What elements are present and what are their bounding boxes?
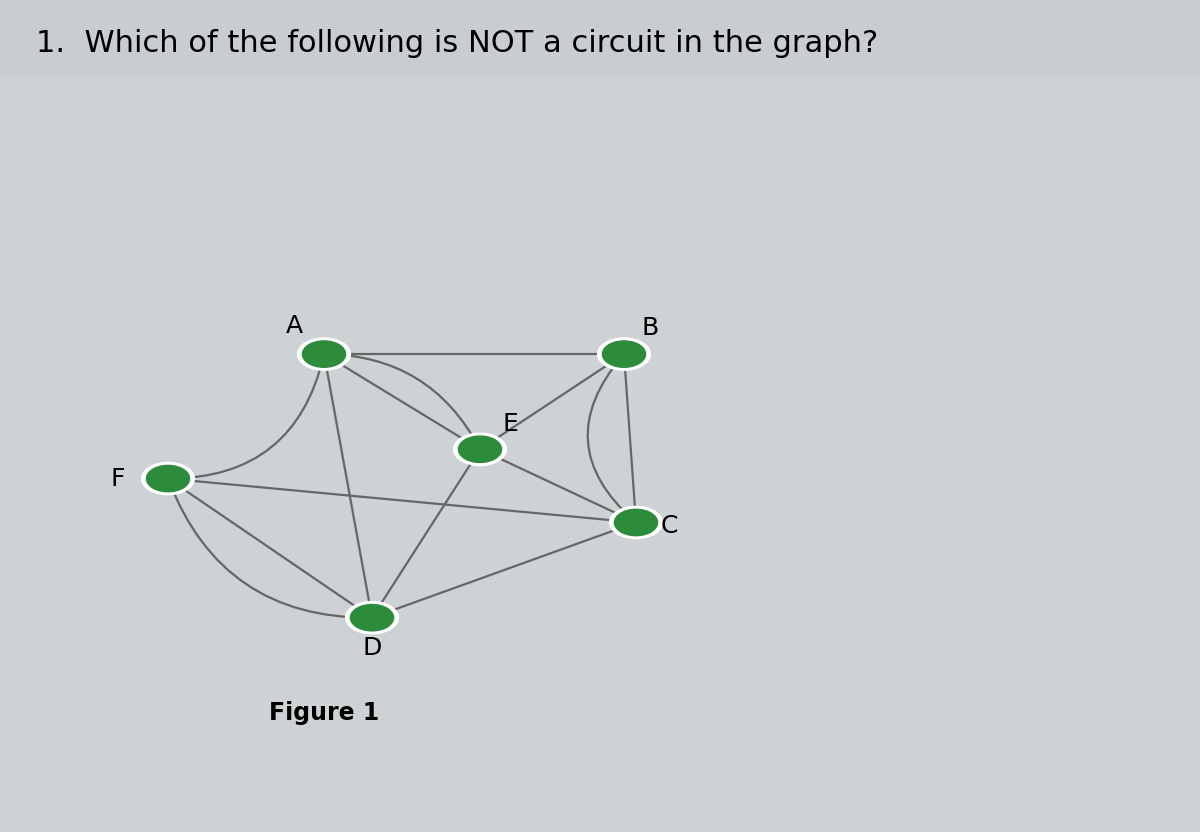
Circle shape bbox=[610, 507, 662, 538]
Circle shape bbox=[302, 341, 346, 367]
Circle shape bbox=[602, 341, 646, 367]
Circle shape bbox=[142, 463, 194, 495]
Circle shape bbox=[458, 436, 502, 463]
FancyArrowPatch shape bbox=[326, 354, 479, 447]
Text: Figure 1: Figure 1 bbox=[269, 701, 379, 725]
Circle shape bbox=[614, 509, 658, 536]
Circle shape bbox=[298, 338, 350, 370]
Circle shape bbox=[146, 465, 190, 492]
Text: C: C bbox=[661, 514, 678, 538]
Text: B: B bbox=[642, 316, 659, 340]
FancyArrowPatch shape bbox=[588, 356, 634, 521]
Circle shape bbox=[598, 338, 650, 370]
Text: F: F bbox=[110, 467, 125, 491]
Circle shape bbox=[350, 605, 394, 631]
FancyArrowPatch shape bbox=[169, 481, 370, 617]
FancyArrowPatch shape bbox=[170, 357, 323, 478]
Circle shape bbox=[454, 433, 506, 465]
Text: E: E bbox=[502, 412, 518, 436]
Text: A: A bbox=[286, 314, 302, 339]
Text: D: D bbox=[362, 636, 382, 661]
Text: 1.  Which of the following is NOT a circuit in the graph?: 1. Which of the following is NOT a circu… bbox=[36, 29, 878, 58]
Circle shape bbox=[346, 602, 398, 634]
